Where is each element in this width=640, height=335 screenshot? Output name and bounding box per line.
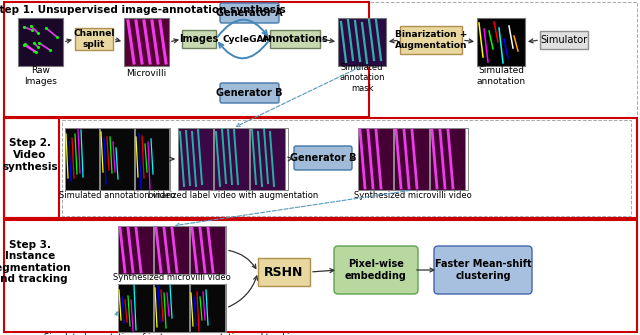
Text: Simulated annotation video: Simulated annotation video (60, 192, 176, 201)
Bar (118, 226, 226, 274)
FancyBboxPatch shape (220, 83, 279, 103)
Bar (4, 118, 637, 218)
Text: Images: Images (179, 34, 219, 44)
Bar (190, 284, 225, 332)
Bar (118, 284, 226, 332)
Bar (4, 220, 637, 332)
Bar (65, 128, 99, 190)
Text: Synthesized microvilli video: Synthesized microvilli video (354, 192, 472, 201)
Bar (400, 26, 462, 54)
Bar (178, 128, 288, 190)
Bar (430, 128, 465, 190)
Bar (358, 128, 393, 190)
Bar (124, 18, 169, 66)
Text: Raw
Images: Raw Images (24, 66, 57, 86)
Text: CycleGAN: CycleGAN (223, 35, 271, 44)
Bar (4, 2, 369, 117)
Bar (62, 120, 631, 216)
Text: Simulated
annotation: Simulated annotation (476, 66, 525, 86)
Bar (178, 128, 213, 190)
Bar (394, 128, 429, 190)
Bar (4, 220, 637, 332)
Bar (182, 30, 216, 48)
Text: Generator B: Generator B (290, 153, 356, 163)
Text: Synthesized microvilli video: Synthesized microvilli video (113, 273, 231, 282)
Text: Generator A: Generator A (216, 8, 283, 18)
Text: Simulated
annotation
mask: Simulated annotation mask (339, 63, 385, 93)
Bar (65, 128, 170, 190)
Bar (540, 31, 588, 49)
Bar (250, 128, 285, 190)
Bar (4, 2, 637, 117)
FancyBboxPatch shape (334, 246, 418, 294)
Text: Step 2.
Video
synthesis: Step 2. Video synthesis (2, 138, 58, 172)
Text: Simulator: Simulator (540, 35, 588, 45)
FancyBboxPatch shape (434, 246, 532, 294)
Text: Binarization +
Augmentation: Binarization + Augmentation (395, 30, 467, 50)
Bar (4, 118, 59, 218)
Text: Channel
split: Channel split (73, 29, 115, 49)
Bar (477, 18, 525, 66)
FancyBboxPatch shape (294, 146, 352, 170)
Bar (154, 284, 189, 332)
Text: Step 3.
Instance
segmentation
and tracking: Step 3. Instance segmentation and tracki… (0, 240, 71, 284)
Bar (135, 128, 169, 190)
Text: binarized label video with augmentation: binarized label video with augmentation (148, 192, 318, 201)
Bar (190, 226, 225, 274)
Bar (214, 128, 249, 190)
Text: Generator B: Generator B (216, 88, 283, 98)
Bar (118, 226, 153, 274)
Bar (338, 18, 386, 66)
Bar (358, 128, 468, 190)
FancyBboxPatch shape (220, 3, 279, 23)
Bar (100, 128, 134, 190)
Text: Microvilli: Microvilli (126, 68, 166, 77)
Bar (270, 30, 320, 48)
Text: Faster Mean-shift
clustering: Faster Mean-shift clustering (435, 259, 531, 281)
Bar (154, 226, 189, 274)
Text: Annotations: Annotations (262, 34, 328, 44)
Bar (258, 258, 310, 286)
Text: Pixel-wise
embedding: Pixel-wise embedding (345, 259, 407, 281)
Bar (118, 284, 153, 332)
Text: Simulated annotation of instance segmentation and tracking: Simulated annotation of instance segment… (44, 334, 300, 335)
Bar (4, 118, 637, 218)
Bar (18, 18, 63, 66)
Bar (75, 28, 113, 50)
Text: RSHN: RSHN (264, 266, 304, 278)
Text: Step 1. Unsupervised image-annotation synthesis: Step 1. Unsupervised image-annotation sy… (0, 5, 286, 15)
